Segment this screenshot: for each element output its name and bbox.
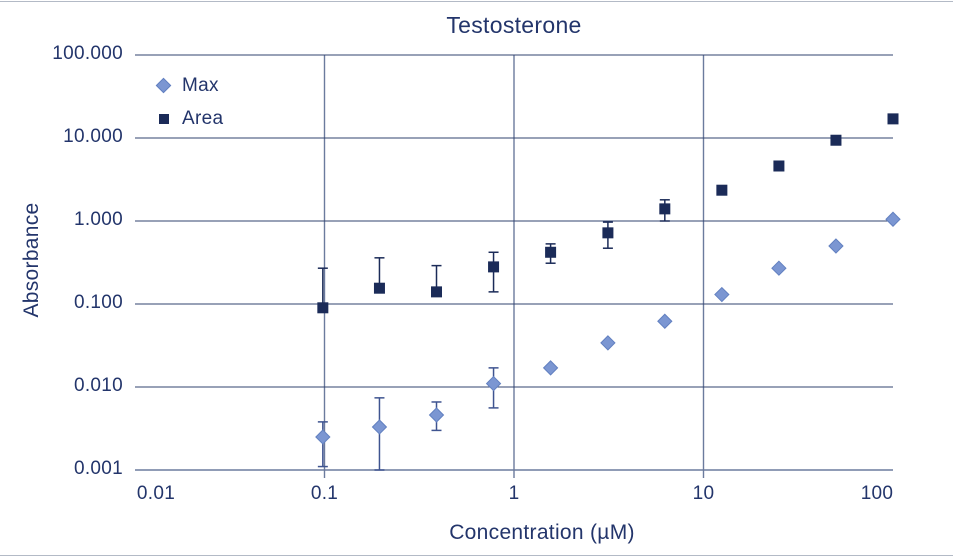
max-data-point — [428, 407, 445, 423]
max-data-point — [485, 375, 502, 392]
chart-title: Testosterone — [446, 12, 582, 38]
max-data-point — [657, 313, 673, 329]
x-tick-label: 0.01 — [136, 483, 176, 504]
legend-label-max: Max — [182, 74, 219, 96]
x-tick-label: 0.1 — [310, 483, 339, 504]
max-data-point — [771, 260, 787, 276]
area-data-point — [488, 261, 500, 273]
max-data-point — [315, 429, 331, 445]
x-tick-label: 100 — [860, 483, 894, 504]
legend-item-area: Area — [158, 102, 223, 135]
max-data-point — [828, 238, 844, 254]
max-data-point — [600, 335, 616, 351]
area-data-point — [602, 227, 614, 239]
legend-label-area: Area — [182, 107, 224, 129]
max-data-point — [371, 419, 388, 435]
x-axis-title: Concentration (µM) — [449, 521, 635, 544]
y-tick-label: 1.000 — [73, 209, 123, 230]
area-square-icon — [159, 113, 169, 124]
area-data-point — [317, 302, 329, 314]
area-data-point — [830, 134, 842, 146]
max-data-point — [542, 360, 559, 376]
area-data-point — [773, 160, 785, 172]
area-data-point — [373, 282, 385, 294]
max-data-point — [885, 211, 901, 227]
area-data-point — [545, 246, 557, 258]
legend-item-max: Max — [155, 69, 223, 102]
y-tick-label: 0.100 — [73, 292, 123, 313]
y-tick-label: 10.000 — [63, 126, 123, 147]
area-data-point — [659, 203, 671, 215]
area-data-point — [716, 184, 728, 196]
y-tick-label: 0.001 — [73, 458, 123, 479]
x-tick-label: 10 — [692, 483, 715, 504]
area-data-point — [887, 113, 899, 125]
legend: Max Area — [155, 69, 223, 135]
x-tick-label: 1 — [508, 483, 520, 504]
bottom-rule — [0, 555, 953, 556]
y-tick-label: 0.010 — [73, 375, 123, 396]
top-rule — [0, 1, 953, 2]
max-data-point — [714, 286, 730, 303]
max-diamond-icon — [155, 77, 172, 94]
area-data-point — [431, 286, 443, 298]
y-tick-label: 100.000 — [52, 43, 123, 64]
